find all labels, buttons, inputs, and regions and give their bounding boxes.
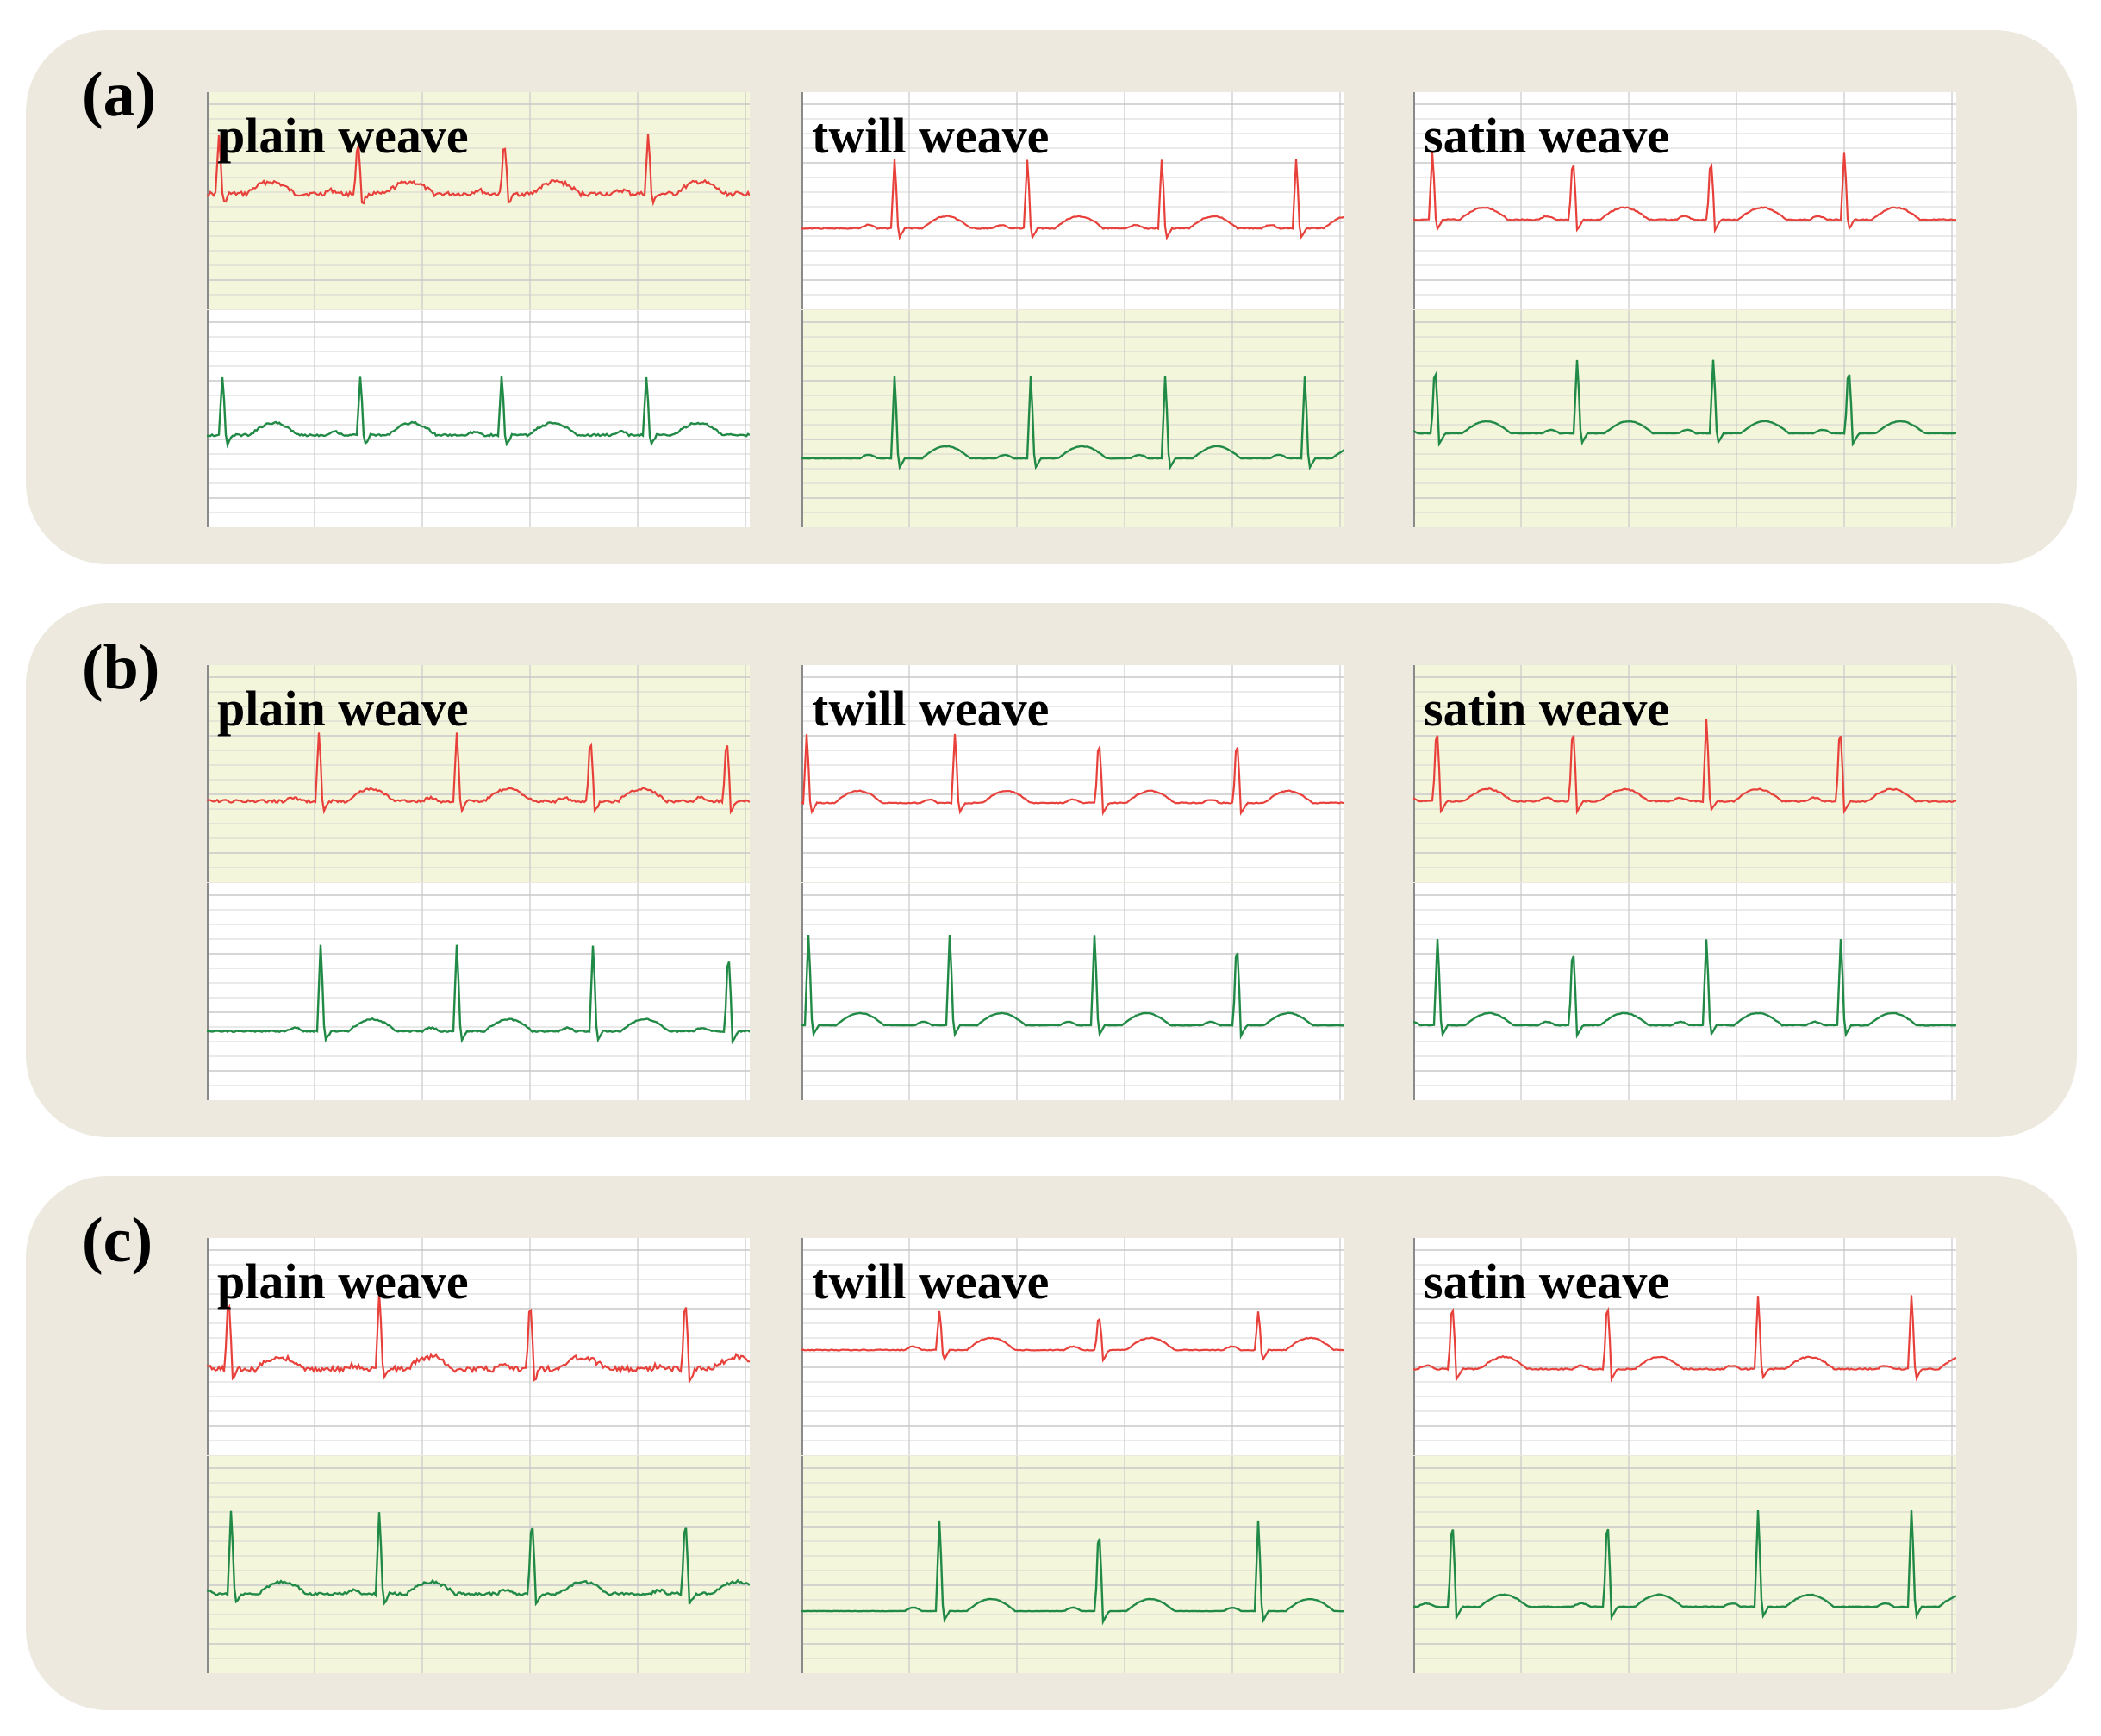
panel-label: plain weave: [217, 108, 469, 164]
green-waveform: [1413, 1509, 1956, 1621]
red-waveform: [207, 134, 750, 207]
red-trace-area: [801, 665, 1344, 882]
red-ecg-trace: [1413, 92, 1956, 309]
green-trace-area: [801, 883, 1344, 1100]
green-ecg-trace: [1413, 310, 1956, 527]
green-waveform: [1413, 359, 1956, 448]
red-trace-area: [801, 1238, 1344, 1455]
red-ecg-trace: [1413, 665, 1956, 882]
ecg-panel: plain weave: [207, 665, 750, 1100]
red-ecg-trace: [801, 1238, 1344, 1455]
panel-background: [1413, 883, 1956, 1100]
red-ecg-trace: [207, 1238, 750, 1455]
panel-background: [801, 1456, 1344, 1673]
group-label: (a): [82, 59, 157, 130]
panel-background: [1413, 92, 1956, 309]
red-trace-area: [801, 92, 1344, 309]
ecg-panel: plain weave: [207, 92, 750, 527]
red-ecg-trace: [801, 92, 1344, 309]
panel-background: [801, 883, 1344, 1100]
red-waveform: [801, 1310, 1344, 1363]
red-waveform: [207, 1291, 750, 1385]
panel-label: satin weave: [1424, 108, 1670, 164]
green-ecg-trace: [801, 310, 1344, 527]
green-trace-area: [801, 1456, 1344, 1673]
ecg-panel: twill weave: [801, 665, 1344, 1100]
ecg-panel: satin weave: [1413, 1238, 1956, 1673]
green-ecg-trace: [1413, 1456, 1956, 1673]
green-ecg-trace: [207, 310, 750, 527]
green-trace-area: [1413, 1456, 1956, 1673]
panel-label: twill weave: [812, 108, 1050, 164]
ecg-panel: plain weave: [207, 1238, 750, 1673]
green-waveform: [207, 376, 750, 449]
panel-label: satin weave: [1424, 681, 1670, 737]
red-waveform: [207, 732, 750, 815]
green-trace-area: [207, 1456, 750, 1673]
green-waveform: [801, 934, 1344, 1040]
red-waveform: [801, 733, 1344, 817]
red-waveform: [1413, 719, 1956, 815]
red-ecg-trace: [207, 665, 750, 882]
green-waveform: [1413, 939, 1956, 1039]
panel-label: satin weave: [1424, 1254, 1670, 1310]
panel-background: [801, 310, 1344, 527]
panel-background: [207, 665, 750, 882]
red-waveform: [1413, 1295, 1956, 1383]
panel-label: plain weave: [217, 1254, 469, 1310]
red-ecg-trace: [1413, 1238, 1956, 1455]
red-ecg-trace: [801, 665, 1344, 882]
red-trace-area: [1413, 92, 1956, 309]
red-trace-area: [207, 1238, 750, 1455]
green-ecg-trace: [1413, 883, 1956, 1100]
ecg-panel: twill weave: [801, 1238, 1344, 1673]
red-waveform: [1413, 152, 1956, 234]
group-b: (b) plain weave twill weave satin weave: [26, 603, 2077, 1137]
group-c: (c) plain weave twill weave satin weave: [26, 1176, 2077, 1710]
panel-label: plain weave: [217, 681, 469, 737]
red-trace-area: [207, 665, 750, 882]
panel-background: [1413, 310, 1956, 527]
ecg-panel: satin weave: [1413, 92, 1956, 527]
green-trace-area: [207, 310, 750, 527]
panel-background: [207, 1238, 750, 1455]
green-waveform: [207, 1510, 750, 1607]
panel-background: [1413, 665, 1956, 882]
group-label: (b): [82, 632, 160, 703]
panel-background: [1413, 1238, 1956, 1455]
red-trace-area: [1413, 1238, 1956, 1455]
panel-background: [801, 665, 1344, 882]
panel-label: twill weave: [812, 1254, 1050, 1310]
green-trace-area: [1413, 883, 1956, 1100]
green-ecg-trace: [207, 1456, 750, 1673]
green-waveform: [207, 944, 750, 1045]
panel-background: [1413, 1456, 1956, 1673]
red-trace-area: [207, 92, 750, 309]
green-ecg-trace: [801, 1456, 1344, 1673]
green-trace-area: [207, 883, 750, 1100]
panel-background: [207, 92, 750, 309]
panel-background: [207, 310, 750, 527]
green-waveform: [801, 376, 1344, 470]
panel-label: twill weave: [812, 681, 1050, 737]
green-ecg-trace: [207, 883, 750, 1100]
group-a: (a) plain weave twill weave satin weave: [26, 30, 2077, 564]
panel-background: [207, 883, 750, 1100]
green-trace-area: [1413, 310, 1956, 527]
red-waveform: [801, 159, 1344, 241]
green-waveform: [801, 1520, 1344, 1626]
panel-background: [207, 1456, 750, 1673]
ecg-panel: twill weave: [801, 92, 1344, 527]
ecg-panel: satin weave: [1413, 665, 1956, 1100]
green-ecg-trace: [801, 883, 1344, 1100]
green-trace-area: [801, 310, 1344, 527]
red-trace-area: [1413, 665, 1956, 882]
red-ecg-trace: [207, 92, 750, 309]
group-label: (c): [82, 1205, 153, 1276]
